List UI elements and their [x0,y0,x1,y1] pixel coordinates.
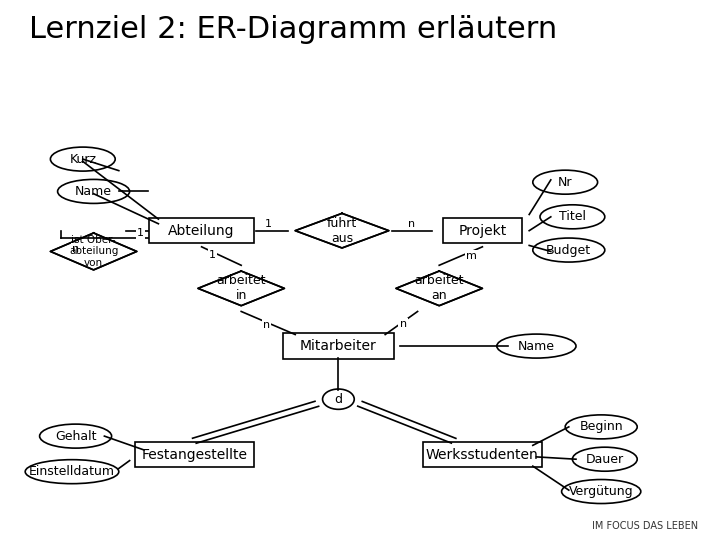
Text: 1: 1 [265,219,272,229]
Text: Vergütung: Vergütung [569,485,634,498]
Text: n: n [72,244,79,254]
Text: Dauer: Dauer [586,453,624,465]
Text: Name: Name [75,185,112,198]
FancyBboxPatch shape [150,218,254,244]
Ellipse shape [533,238,605,262]
Text: n: n [263,320,270,330]
Polygon shape [396,271,482,306]
FancyBboxPatch shape [282,333,395,359]
Ellipse shape [572,447,637,471]
Polygon shape [295,213,389,248]
Text: Einstelldatum: Einstelldatum [29,465,115,478]
Text: 1: 1 [209,249,216,260]
Polygon shape [198,271,284,306]
Text: führt
aus: führt aus [327,217,357,245]
Text: 1: 1 [137,228,144,238]
Ellipse shape [50,147,115,171]
Text: arbeitet
in: arbeitet in [217,274,266,302]
Text: Budget: Budget [546,244,591,256]
Text: Titel: Titel [559,210,586,224]
Text: n: n [408,219,415,229]
Text: Nr: Nr [558,176,572,188]
Polygon shape [50,233,137,270]
Ellipse shape [40,424,112,448]
FancyBboxPatch shape [135,442,254,467]
Text: Werksstudenten: Werksstudenten [426,448,539,462]
Text: Beginn: Beginn [580,420,623,434]
Circle shape [323,389,354,409]
Ellipse shape [25,460,119,484]
FancyBboxPatch shape [443,218,522,244]
Text: IM FOCUS DAS LEBEN: IM FOCUS DAS LEBEN [593,521,698,531]
Ellipse shape [533,170,598,194]
Text: Mitarbeiter: Mitarbeiter [300,339,377,353]
FancyBboxPatch shape [423,442,542,467]
Text: Projekt: Projekt [458,224,507,238]
Ellipse shape [565,415,637,439]
Ellipse shape [497,334,576,358]
Ellipse shape [540,205,605,229]
Text: m: m [466,251,477,261]
Ellipse shape [58,179,130,204]
Text: Gehalt: Gehalt [55,430,96,443]
Text: Festangestellte: Festangestellte [141,448,248,462]
Text: arbeitet
an: arbeitet an [415,274,464,302]
Text: n: n [400,319,407,329]
Text: ist Ober-
abteilung
von: ist Ober- abteilung von [69,235,118,268]
Text: Lernziel 2: ER-Diagramm erläutern: Lernziel 2: ER-Diagramm erläutern [29,15,557,44]
Ellipse shape [562,480,641,503]
Text: Name: Name [518,340,555,353]
Text: Abteilung: Abteilung [168,224,235,238]
Text: Kurz: Kurz [69,153,96,166]
Text: d: d [334,393,343,406]
